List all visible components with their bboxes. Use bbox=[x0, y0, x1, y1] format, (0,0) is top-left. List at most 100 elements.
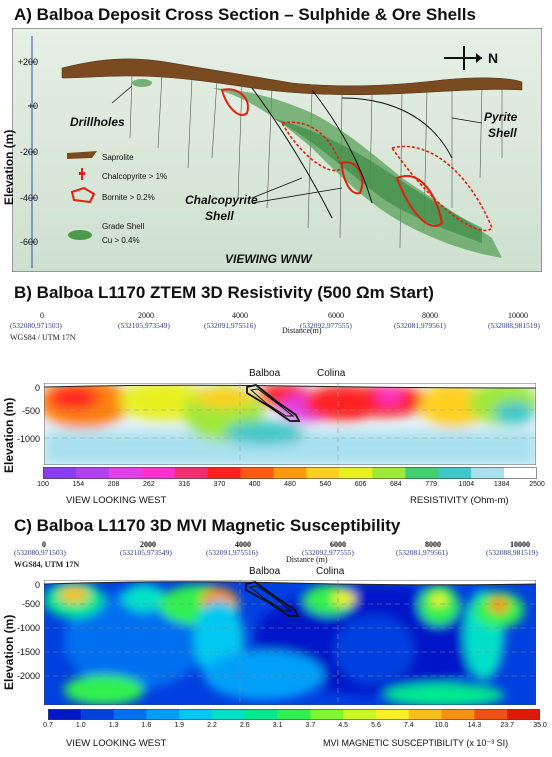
panel-c-colorbar-swatch bbox=[48, 709, 82, 720]
legend-chalcopyrite: Chalcopyrite > 1% bbox=[102, 172, 168, 181]
panel-c-colorbar-swatch bbox=[113, 709, 147, 720]
panel-b-footer-right: RESISTIVITY (Ohm-m) bbox=[410, 495, 509, 506]
panel-b-colorbar-swatch bbox=[207, 467, 242, 479]
panel-b-colorbar-swatch bbox=[108, 467, 143, 479]
panel-a-ytick: -600 bbox=[19, 237, 38, 247]
panel-c-colorbar-swatch bbox=[277, 709, 311, 720]
panel-c-colorbar-tick: 2.2 bbox=[207, 722, 217, 729]
panel-c-dist-tick: 2000 bbox=[140, 540, 156, 549]
panel-b-dist-tick: 6000 bbox=[328, 311, 344, 320]
panel-c-colorbar-tick: 3.7 bbox=[305, 722, 316, 729]
panel-b-colorbar-tick: 684 bbox=[390, 481, 402, 488]
panel-b-coord: (532105,973549) bbox=[118, 321, 170, 330]
panel-c-colorbar-tick: 0.7 bbox=[43, 722, 53, 729]
panel-c-colina-label: Colina bbox=[316, 566, 345, 577]
panel-b-colina-label: Colina bbox=[317, 368, 346, 379]
panel-b-dist-tick: 8000 bbox=[422, 311, 438, 320]
pyrite-label: Pyrite bbox=[484, 110, 518, 124]
panel-b-colorbar bbox=[43, 467, 537, 479]
panel-c-colorbar-tick: 4.5 bbox=[338, 722, 349, 729]
panel-c-colorbar-swatch bbox=[212, 709, 246, 720]
panel-b-dist-tick: 2000 bbox=[138, 311, 154, 320]
panel-c-ytick: -500 bbox=[21, 599, 40, 609]
panel-c-colorbar-swatch bbox=[507, 709, 540, 720]
panel-b-colorbar-tick: 262 bbox=[143, 481, 155, 488]
panel-c-colorbar-tick: 23.7 bbox=[500, 722, 514, 729]
panel-c-dist-tick: 0 bbox=[42, 540, 46, 549]
panel-b-colorbar-swatch bbox=[438, 467, 472, 479]
panel-c-colorbar-swatch bbox=[80, 709, 115, 720]
panel-c-colorbar-swatch bbox=[376, 709, 410, 720]
panel-c-dist-tick: 8000 bbox=[425, 540, 441, 549]
panel-b-ytick: -1000 bbox=[16, 434, 40, 444]
panel-b-colorbar-tick: 606 bbox=[354, 481, 367, 488]
panel-c-colorbar-tick: 1.9 bbox=[174, 722, 185, 729]
panel-a-ytick: +0 bbox=[27, 101, 38, 111]
panel-c-colorbar-swatch bbox=[179, 709, 213, 720]
panel-b-colorbar-tick: 2500 bbox=[529, 481, 545, 488]
panel-c-dist-tick: 10000 bbox=[510, 540, 530, 549]
panel-b-colorbar-swatch bbox=[240, 467, 275, 479]
panel-b-colorbar-tick: 100 bbox=[37, 481, 49, 488]
panel-c-coord: (532081,979561) bbox=[396, 548, 448, 557]
panel-c-colorbar-tick: 1.6 bbox=[141, 722, 152, 729]
panel-c-coord: (532088,981519) bbox=[486, 548, 538, 557]
chalco-label: Chalcopyrite bbox=[185, 193, 258, 207]
panel-c-susceptibility-section bbox=[44, 580, 536, 705]
panel-b-footer-left: VIEW LOOKING WEST bbox=[66, 495, 167, 506]
panel-b-title: B) Balboa L1170 ZTEM 3D Resistivity (500… bbox=[14, 283, 434, 302]
panel-b-colorbar-tick: 1384 bbox=[493, 481, 510, 488]
chalco-label-2: Shell bbox=[205, 209, 234, 223]
panel-c-ytick: -2000 bbox=[16, 671, 40, 681]
panel-c-colorbar-tick: 35.0 bbox=[533, 722, 547, 729]
panel-c-ytick: -1000 bbox=[16, 623, 40, 633]
panel-b-coord: (532088,981519) bbox=[488, 321, 540, 330]
panel-c-footer-left: VIEW LOOKING WEST bbox=[66, 738, 167, 749]
panel-b-coord: (532081,979561) bbox=[394, 321, 446, 330]
pyrite-label-2: Shell bbox=[488, 126, 517, 140]
panel-a-title: A) Balboa Deposit Cross Section – Sulphi… bbox=[14, 5, 476, 24]
panel-c-distance-label: Distance (m) bbox=[286, 555, 328, 564]
panel-b-colorbar-tick: 316 bbox=[178, 481, 190, 488]
panel-c-footer-right: MVI MAGNETIC SUSCEPTIBILITY (x 10⁻³ SI) bbox=[323, 738, 509, 748]
panel-c-colorbar-tick: 2.6 bbox=[239, 722, 250, 729]
panel-c-dist-tick: 6000 bbox=[330, 540, 346, 549]
panel-a-ytick: +200 bbox=[17, 57, 38, 67]
panel-b-colorbar-swatch bbox=[339, 467, 373, 479]
legend-grade-shell: Grade Shell bbox=[102, 222, 145, 231]
panel-c-colorbar-tick: 1.3 bbox=[108, 722, 119, 729]
panel-c-colorbar-tick: 1.0 bbox=[75, 722, 86, 729]
panel-b-dist-tick: 10000 bbox=[508, 311, 528, 320]
panel-c-title: C) Balboa L1170 3D MVI Magnetic Suscepti… bbox=[14, 516, 401, 535]
panel-c-colorbar-tick: 5.6 bbox=[371, 722, 381, 729]
panel-b-colorbar-swatch bbox=[405, 467, 439, 479]
panel-b-resistivity-section bbox=[44, 383, 536, 465]
panel-c-datum: WGS84, UTM 17N bbox=[14, 560, 80, 569]
panel-b-balboa-label: Balboa bbox=[249, 368, 281, 379]
panel-c-ytick: 0 bbox=[34, 580, 40, 590]
panel-c-coord: (532092,977555) bbox=[302, 548, 354, 557]
panel-a-section bbox=[12, 28, 542, 272]
panel-c-colorbar-tick: 14.3 bbox=[467, 722, 482, 729]
panel-b-colorbar-swatch bbox=[43, 467, 77, 479]
legend-cu: Cu > 0.4% bbox=[102, 236, 140, 245]
panel-b-coord: (532080,971503) bbox=[10, 321, 62, 330]
panel-b-colorbar-tick: 208 bbox=[107, 481, 120, 488]
drillholes-label: Drillholes bbox=[70, 115, 125, 129]
viewing-label: VIEWING WNW bbox=[225, 252, 312, 266]
north-label: N bbox=[488, 50, 499, 66]
panel-b-colorbar-tick: 154 bbox=[72, 481, 85, 488]
panel-b-colorbar-tick: 540 bbox=[319, 481, 332, 488]
panel-b-dist-tick: 4000 bbox=[232, 311, 248, 320]
panel-b-coord: (532092,977555) bbox=[300, 321, 352, 330]
panel-b-distance-label: Distance(m) bbox=[282, 326, 322, 335]
panel-b-colorbar-swatch bbox=[504, 467, 537, 479]
panel-b-colorbar-tick: 480 bbox=[284, 481, 296, 488]
panel-c-colorbar-swatch bbox=[310, 709, 344, 720]
panel-b-colorbar-tick: 779 bbox=[425, 481, 437, 488]
panel-b-colorbar-swatch bbox=[174, 467, 209, 479]
panel-c-balboa-label: Balboa bbox=[249, 566, 281, 577]
panel-b-colorbar-swatch bbox=[75, 467, 110, 479]
panel-b-datum: WGS84 / UTM 17N bbox=[10, 333, 76, 342]
panel-b-colorbar-swatch bbox=[273, 467, 307, 479]
